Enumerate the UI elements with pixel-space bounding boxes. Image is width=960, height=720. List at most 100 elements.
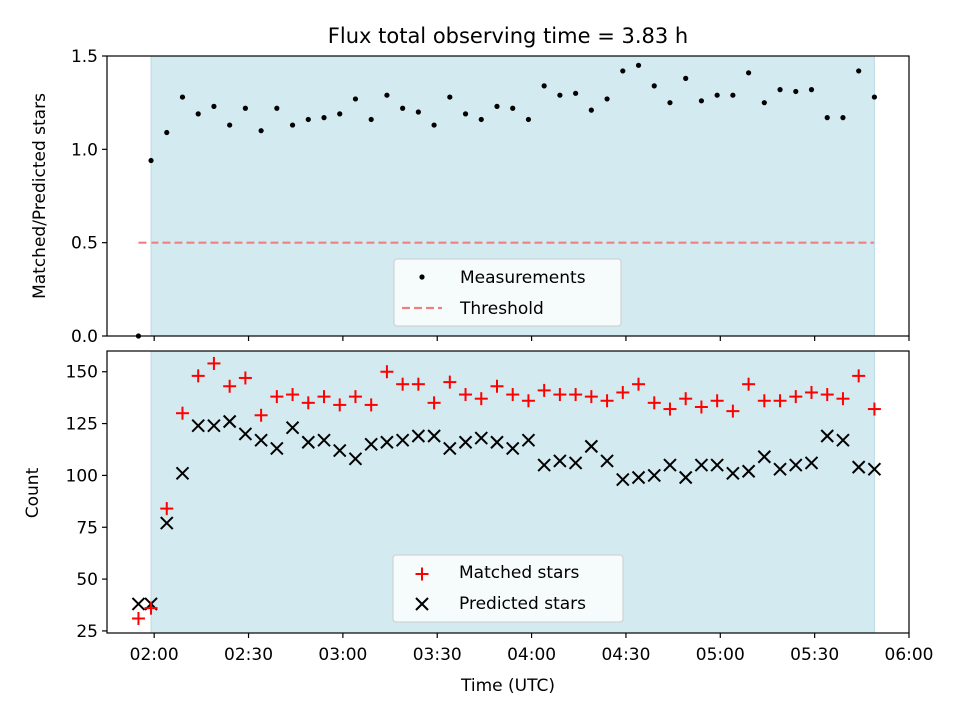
matched-star-point [836, 392, 850, 406]
measurement-point [777, 87, 783, 93]
matched-star-point [789, 390, 803, 404]
matched-star-point [773, 394, 787, 408]
predicted-star-point [270, 441, 284, 456]
measurement-point [447, 94, 453, 100]
legend-label-threshold: Threshold [459, 299, 544, 319]
predicted-star-point [836, 433, 850, 447]
matched-star-point [270, 390, 284, 404]
predicted-star-point [160, 516, 174, 530]
matched-star-point [490, 379, 504, 393]
matched-star-point [726, 404, 740, 418]
predicted-star-point [317, 433, 331, 447]
measurement-point [321, 115, 327, 121]
predicted-star-point [238, 427, 253, 441]
predicted-star-point [395, 433, 410, 447]
ratio-plot-frame [106, 55, 910, 337]
predicted-star-point [773, 462, 787, 476]
legend-label-predicted: Predicted stars [459, 594, 586, 614]
measurement-point [400, 105, 406, 111]
predicted-star-point [631, 470, 646, 485]
predicted-star-point [663, 458, 677, 472]
matched-star-point [506, 388, 520, 402]
matched-star-point [348, 390, 362, 404]
predicted-star-point [506, 441, 520, 456]
predicted-star-point [222, 414, 237, 429]
measurement-point [431, 122, 437, 128]
predicted-star-point [254, 433, 268, 447]
predicted-star-point [364, 437, 378, 452]
predicted-star-point [443, 441, 457, 456]
matched-star-point [380, 365, 394, 379]
y-tick-label: 0.5 [71, 234, 98, 254]
x-tick-label: 06:00 [885, 645, 934, 665]
predicted-star-point [789, 458, 803, 472]
measurement-point [730, 92, 736, 98]
measurement-point [368, 116, 374, 123]
measurement-point [289, 122, 296, 128]
y-tick-label: 150 [66, 363, 98, 383]
measurement-point [258, 128, 264, 134]
measurement-point [683, 75, 689, 81]
legend-label-measurements: Measurements [460, 268, 586, 288]
measurement-point [179, 94, 186, 100]
predicted-star-point [867, 462, 882, 476]
y-tick-label: 125 [66, 415, 98, 435]
measurement-point [211, 103, 217, 109]
matched-star-point [820, 388, 834, 402]
count-legend-box [392, 554, 624, 623]
predicted-star-point [458, 435, 473, 449]
x-tick-label: 03:30 [413, 645, 462, 665]
measurement-point [274, 105, 280, 111]
matched-star-point [553, 388, 567, 402]
legend-label-matched: Matched stars [459, 563, 579, 583]
matched-star-point [254, 408, 268, 422]
predicted-star-point [207, 418, 221, 433]
ratio-y-axis-label: Matched/Predicted stars [30, 93, 50, 299]
measurement-point [667, 100, 673, 106]
measurement-point [620, 68, 626, 74]
matched-star-point [521, 394, 535, 408]
predicted-star-point [380, 435, 394, 449]
measurement-point [840, 115, 846, 121]
measurement-point [746, 70, 752, 76]
ratio-panel: 0.0 0.5 1.0 1.5 Matched/Predicted stars Mea… [30, 47, 910, 347]
matched-star-point [757, 394, 771, 408]
predicted-star-point [647, 468, 661, 483]
count-panel: 25 50 75 100 125 150 02:00 02:30 03:00 03:30 04:0… [23, 350, 934, 696]
measurement-point [305, 116, 311, 123]
measurement-point [635, 62, 642, 68]
predicted-star-point [553, 454, 567, 468]
chart-title: Flux total observing time = 3.83 h [328, 24, 688, 48]
predicted-star-point [131, 597, 146, 611]
predicted-star-point [301, 435, 315, 449]
matched-star-point [238, 371, 252, 385]
measurement-point [588, 107, 594, 113]
measurement-point [573, 90, 579, 96]
predicted-star-point [851, 460, 866, 474]
x-axis-label: Time (UTC) [460, 676, 555, 696]
y-tick-label: 50 [76, 570, 98, 590]
measurement-point [148, 157, 154, 164]
matched-star-point [191, 369, 205, 383]
measurement-point [352, 96, 359, 102]
predicted-star-point [820, 429, 834, 443]
measurement-point [164, 129, 170, 136]
y-tick-label: 100 [66, 466, 98, 486]
matched-star-point [600, 394, 614, 408]
matched-star-point [537, 383, 551, 397]
matched-star-point [364, 398, 378, 412]
y-tick-label: 75 [76, 518, 98, 538]
measurement-point [793, 88, 799, 95]
matched-star-point [742, 377, 756, 391]
x-tick-label: 02:30 [224, 645, 273, 665]
x-tick-label: 03:00 [318, 645, 367, 665]
predicted-star-point [600, 454, 614, 468]
predicted-star-point [694, 458, 709, 472]
measurement-point [557, 92, 563, 98]
measurement-point [761, 100, 767, 106]
matched-star-point [459, 388, 473, 402]
measurement-point [478, 116, 484, 123]
count-y-axis-label: Count [23, 467, 43, 518]
measurement-point [525, 116, 532, 123]
